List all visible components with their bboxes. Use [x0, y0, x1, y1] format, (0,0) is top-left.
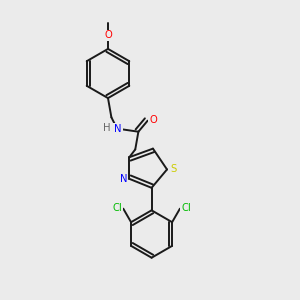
Text: O: O	[149, 115, 157, 125]
Text: H: H	[103, 123, 110, 133]
Text: S: S	[170, 164, 176, 174]
Text: O: O	[104, 30, 112, 40]
Text: Cl: Cl	[112, 203, 122, 213]
Text: Cl: Cl	[181, 203, 191, 213]
Text: N: N	[120, 174, 127, 184]
Text: N: N	[114, 124, 122, 134]
